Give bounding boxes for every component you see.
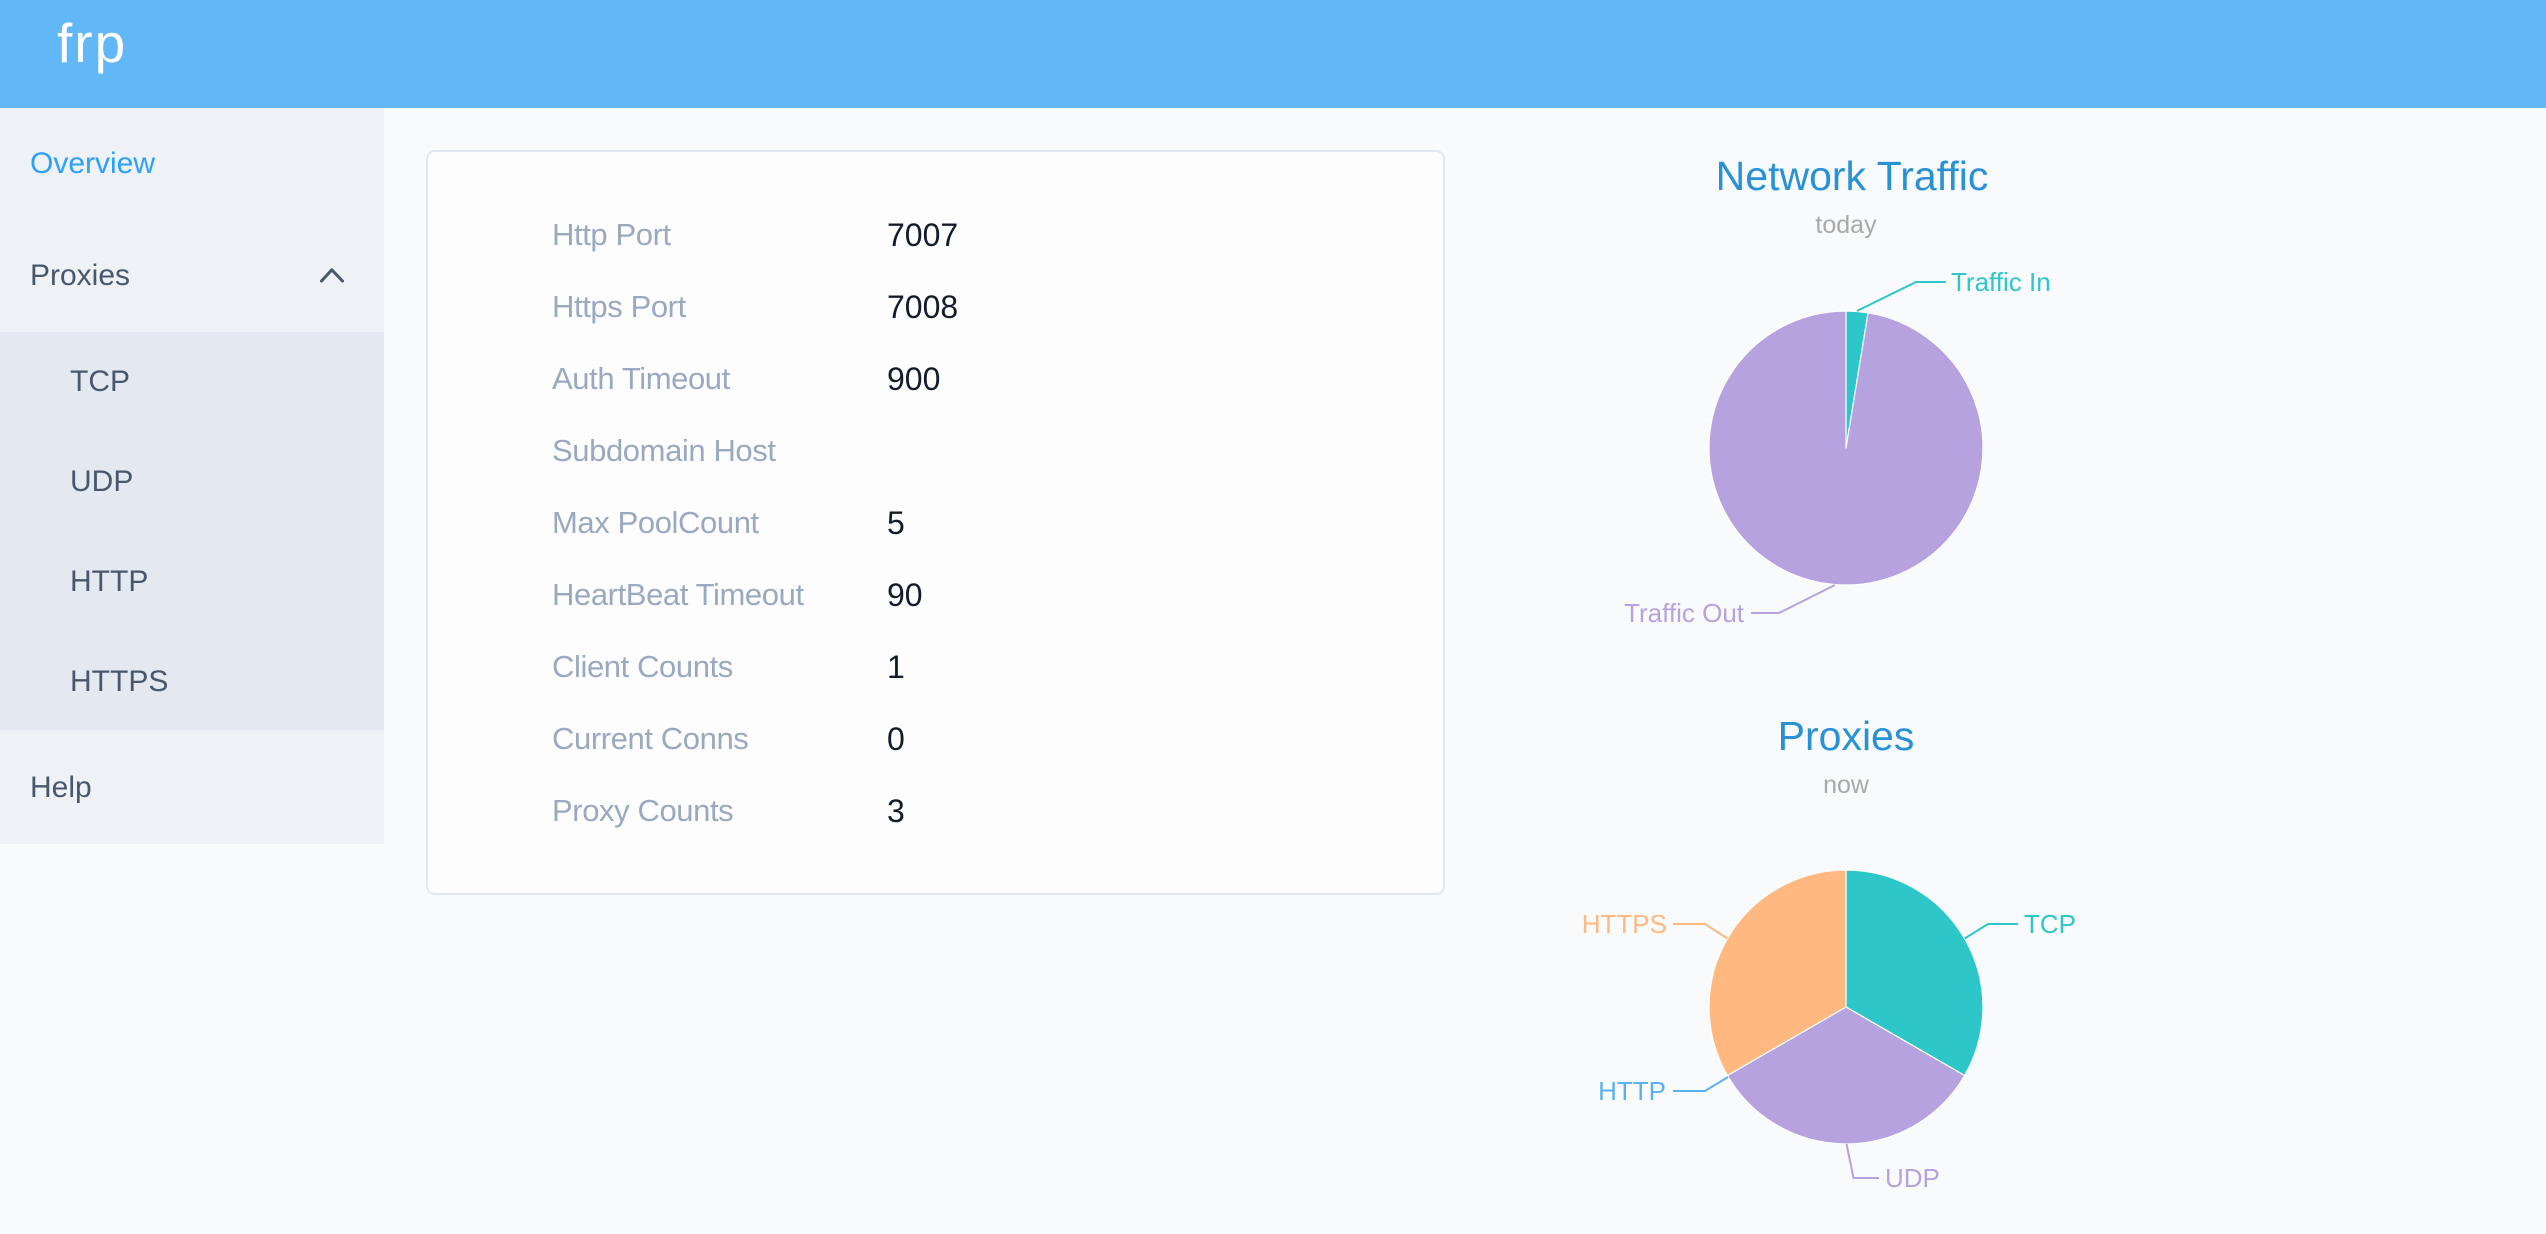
svg-text:TCP: TCP [2024,909,2076,939]
svg-text:Traffic Out: Traffic Out [1624,598,1745,628]
svg-text:HTTPS: HTTPS [1582,909,1667,939]
svg-text:today: today [1815,211,1877,239]
svg-text:Proxies: Proxies [1778,713,1915,759]
svg-text:HTTP: HTTP [1598,1076,1666,1106]
svg-text:Traffic In: Traffic In [1951,267,2051,297]
svg-text:UDP: UDP [1885,1163,1940,1193]
svg-text:Network Traffic: Network Traffic [1716,153,1989,199]
svg-text:now: now [1823,771,1870,799]
